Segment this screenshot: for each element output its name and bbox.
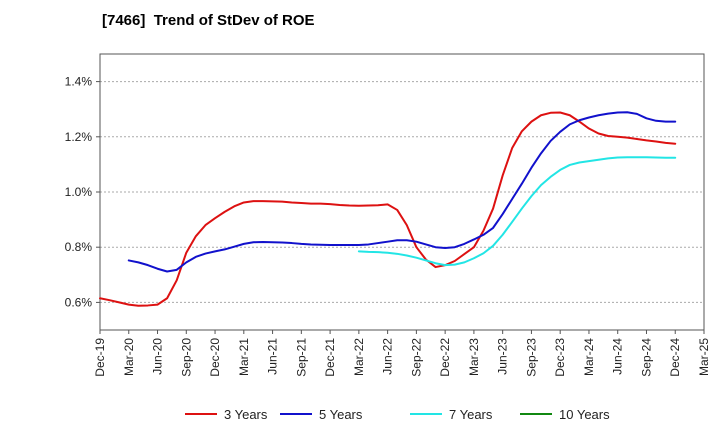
- legend-label: 5 Years: [319, 407, 363, 422]
- x-tick-label: Jun-22: [381, 338, 395, 375]
- x-tick-label: Mar-24: [582, 338, 596, 376]
- y-tick-label: 0.8%: [65, 240, 93, 254]
- series-line-3-years: [99, 111, 677, 307]
- x-tick-label: Mar-25: [697, 338, 711, 376]
- y-tick-label: 1.4%: [65, 75, 93, 89]
- x-tick-label: Mar-23: [467, 338, 481, 376]
- x-tick-label: Mar-20: [122, 338, 136, 376]
- y-tick-label: 1.2%: [65, 130, 93, 144]
- x-tick-label: Sep-20: [179, 338, 193, 377]
- x-tick-label: Sep-21: [294, 338, 308, 377]
- x-tick-label: Dec-24: [668, 338, 682, 377]
- x-tick-label: Mar-22: [352, 338, 366, 376]
- x-tick-label: Jun-23: [496, 338, 510, 375]
- x-tick-label: Mar-21: [237, 338, 251, 376]
- x-tick-label: Dec-21: [323, 338, 337, 377]
- grid-lines: [100, 81, 704, 303]
- x-tick-label: Jun-20: [151, 338, 165, 375]
- legend-label: 3 Years: [224, 407, 268, 422]
- legend-label: 10 Years: [559, 407, 610, 422]
- legend: 3 Years 5 Years 7 Years 10 Years: [185, 407, 610, 422]
- y-axis-ticks: 0.6% 0.8% 1.0% 1.2% 1.4%: [65, 75, 100, 309]
- y-tick-label: 0.6%: [65, 295, 93, 309]
- series-line-7-years: [357, 156, 677, 267]
- x-tick-label: Dec-23: [553, 338, 567, 377]
- x-axis-ticks: Dec-19 Mar-20 Jun-20 Sep-20 Dec-20 Mar-21 Jun-…: [93, 330, 711, 377]
- chart-title: [7466] Trend of StDev of ROE: [102, 12, 315, 29]
- series-line-5-years: [127, 111, 677, 273]
- x-tick-label: Sep-22: [409, 338, 423, 377]
- x-tick-label: Jun-21: [266, 338, 280, 375]
- x-tick-label: Sep-24: [639, 338, 653, 377]
- series-lines: [99, 111, 677, 307]
- x-tick-label: Dec-20: [208, 338, 222, 377]
- x-tick-label: Dec-19: [93, 338, 107, 377]
- x-tick-label: Jun-24: [611, 338, 625, 375]
- x-tick-label: Dec-22: [438, 338, 452, 377]
- y-tick-label: 1.0%: [65, 185, 93, 199]
- x-tick-label: Sep-23: [524, 338, 538, 377]
- legend-label: 7 Years: [449, 407, 493, 422]
